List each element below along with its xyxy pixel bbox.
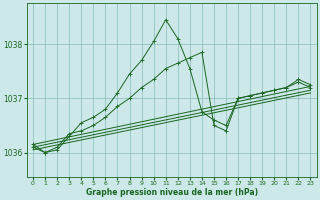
X-axis label: Graphe pression niveau de la mer (hPa): Graphe pression niveau de la mer (hPa) [86,188,258,197]
